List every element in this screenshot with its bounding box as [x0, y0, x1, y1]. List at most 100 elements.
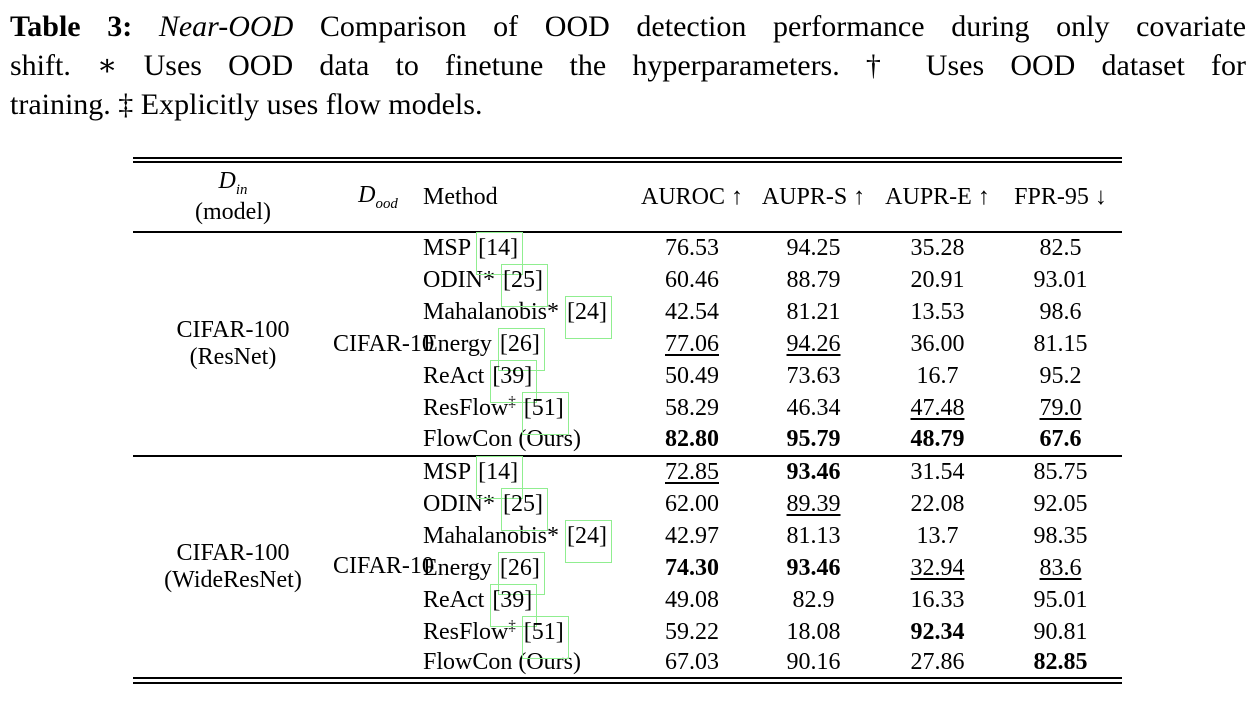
aupr-e-value: 16.7 — [916, 362, 959, 389]
method-name: ResFlow — [423, 394, 509, 421]
aupr-s-value: 93.46 — [751, 455, 876, 488]
header-din-model: (model) — [195, 198, 271, 225]
fpr-95-value: 81.15 — [1033, 330, 1088, 357]
aupr-e-value: 13.53 — [910, 298, 965, 325]
citation-text: [14] — [478, 459, 519, 485]
method-name: ODIN* — [423, 490, 495, 517]
citation-link[interactable]: [39] — [490, 359, 538, 403]
fpr-95-value: 79.0 — [1039, 394, 1082, 421]
dataset-ood-cell: CIFAR-10 — [333, 455, 434, 680]
section-wideresnet: CIFAR-100 (WideResNet) CIFAR-10 MSP [14]… — [133, 455, 1122, 680]
aupr-e-value: 32.94 — [910, 554, 965, 581]
aupr-s-value: 94.25 — [786, 235, 841, 261]
aupr-s-value: 95.79 — [786, 426, 841, 452]
din-subscript: in — [235, 181, 248, 198]
aupr-e-value: 13.7 — [916, 522, 959, 549]
method-cell: ReAct [39] — [423, 583, 633, 627]
method-flag: ‡ — [508, 393, 516, 410]
aupr-s-value: 89.39 — [786, 490, 841, 517]
auroc-value: 72.85 — [633, 455, 751, 488]
method-name: ReAct — [423, 586, 485, 613]
aupr-s-value: 90.16 — [786, 648, 841, 675]
citation-link[interactable]: [25] — [501, 487, 548, 531]
auroc-value: 82.80 — [665, 426, 719, 452]
caption-line-3: training. ‡ Explicitly uses flow models. — [10, 88, 483, 121]
header-method: Method — [423, 160, 633, 233]
fpr-95-value: 90.81 — [1033, 618, 1088, 645]
aupr-e-value: 22.08 — [910, 490, 965, 517]
header-aupr-e: AUPR-E ↑ — [876, 160, 999, 233]
auroc-value: 49.08 — [665, 586, 719, 613]
method-name: MSP — [423, 235, 471, 261]
method-cell: ResFlow‡ [51] — [423, 615, 633, 659]
header-dood: Dood — [333, 160, 423, 233]
method-name: MSP — [423, 459, 471, 485]
citation-link[interactable]: [51] — [521, 391, 569, 435]
citation-link[interactable]: [14] — [476, 232, 524, 275]
auroc-value: 67.03 — [665, 648, 719, 675]
citation-link[interactable]: [14] — [476, 456, 524, 499]
table-row: ReAct [39] 49.08 82.9 16.33 95.01 — [133, 583, 1122, 627]
dataset-in-cell: CIFAR-100 (WideResNet) — [133, 455, 333, 680]
citation-link[interactable]: [25] — [501, 263, 548, 307]
dataset-ood-cell: CIFAR-10 — [333, 330, 434, 357]
fpr-95-value: 95.01 — [1033, 586, 1088, 613]
method-name: ResFlow — [423, 618, 509, 645]
aupr-e-value: 16.33 — [910, 586, 965, 613]
auroc-value: 42.97 — [665, 522, 719, 549]
method-cell: ODIN* [25] — [423, 263, 633, 307]
method-cell: MSP [14] — [423, 232, 633, 275]
header-din: Din (model) — [133, 160, 333, 233]
citation-text: [51] — [523, 394, 564, 421]
table-row: Energy [26] 74.30 93.46 32.94 83.6 — [133, 551, 1122, 595]
method-cell: ODIN* [25] — [423, 487, 633, 531]
citation-link[interactable]: [26] — [497, 327, 545, 371]
method-cell: FlowCon (Ours) — [423, 424, 633, 456]
auroc-value: 76.53 — [665, 235, 719, 261]
fpr-95-value: 83.6 — [1039, 554, 1082, 581]
aupr-e-value: 20.91 — [910, 266, 965, 293]
citation-text: [26] — [499, 554, 540, 581]
method-cell: ResFlow‡ [51] — [423, 391, 633, 435]
method-name: ODIN* — [423, 266, 495, 293]
dataset-in-model: (WideResNet) — [164, 566, 302, 593]
method-cell: Energy [26] — [423, 327, 633, 371]
table-row: FlowCon (Ours) 82.80 95.79 48.79 67.6 — [133, 424, 1122, 456]
fpr-95-value: 85.75 — [999, 455, 1122, 488]
fpr-95-value: 98.35 — [1033, 522, 1088, 549]
citation-link[interactable]: [51] — [521, 615, 569, 659]
citation-link[interactable]: [24] — [564, 295, 612, 339]
caption-emphasis: Near-OOD — [158, 10, 294, 43]
section-resnet: CIFAR-100 (ResNet) CIFAR-10 MSP [14] 76.… — [133, 232, 1122, 456]
aupr-e-value: 31.54 — [876, 455, 999, 488]
din-math: Din — [133, 168, 333, 199]
citation-link[interactable]: [24] — [564, 519, 612, 563]
dood-symbol: D — [358, 181, 376, 208]
table-row: ReAct [39] 50.49 73.63 16.7 95.2 — [133, 359, 1122, 403]
aupr-s-value: 18.08 — [786, 618, 841, 645]
method-cell: Mahalanobis* [24] — [423, 519, 633, 563]
aupr-s-value: 81.13 — [786, 522, 841, 549]
citation-text: [51] — [523, 618, 564, 645]
header-aupr-s: AUPR-S ↑ — [751, 160, 876, 233]
aupr-s-value: 93.46 — [786, 554, 841, 581]
auroc-value: 59.22 — [665, 618, 719, 645]
method-cell: MSP [14] — [423, 455, 633, 499]
aupr-e-value: 35.28 — [910, 235, 965, 261]
citation-link[interactable]: [39] — [490, 583, 538, 627]
aupr-s-value: 73.63 — [786, 362, 841, 389]
auroc-value: 50.49 — [665, 362, 719, 389]
auroc-value: 42.54 — [665, 298, 719, 325]
citation-link[interactable]: [26] — [497, 551, 545, 595]
header-fpr-95: FPR-95 ↓ — [999, 160, 1122, 233]
fpr-95-value: 93.01 — [1033, 266, 1088, 293]
table-row: CIFAR-100 (ResNet) CIFAR-10 MSP [14] 76.… — [133, 232, 1122, 370]
aupr-s-value: 94.26 — [786, 330, 841, 357]
header-auroc: AUROC ↑ — [633, 160, 751, 233]
caption-text-1: Comparison of OOD detection performance … — [319, 10, 1247, 43]
method-cell: FlowCon (Ours) — [423, 648, 633, 680]
dataset-in-model: (ResNet) — [189, 344, 277, 370]
dood-subscript: ood — [375, 195, 398, 212]
table-row: ResFlow‡ [51] 58.29 46.34 47.48 79.0 — [133, 391, 1122, 435]
citation-text: [39] — [492, 586, 533, 613]
